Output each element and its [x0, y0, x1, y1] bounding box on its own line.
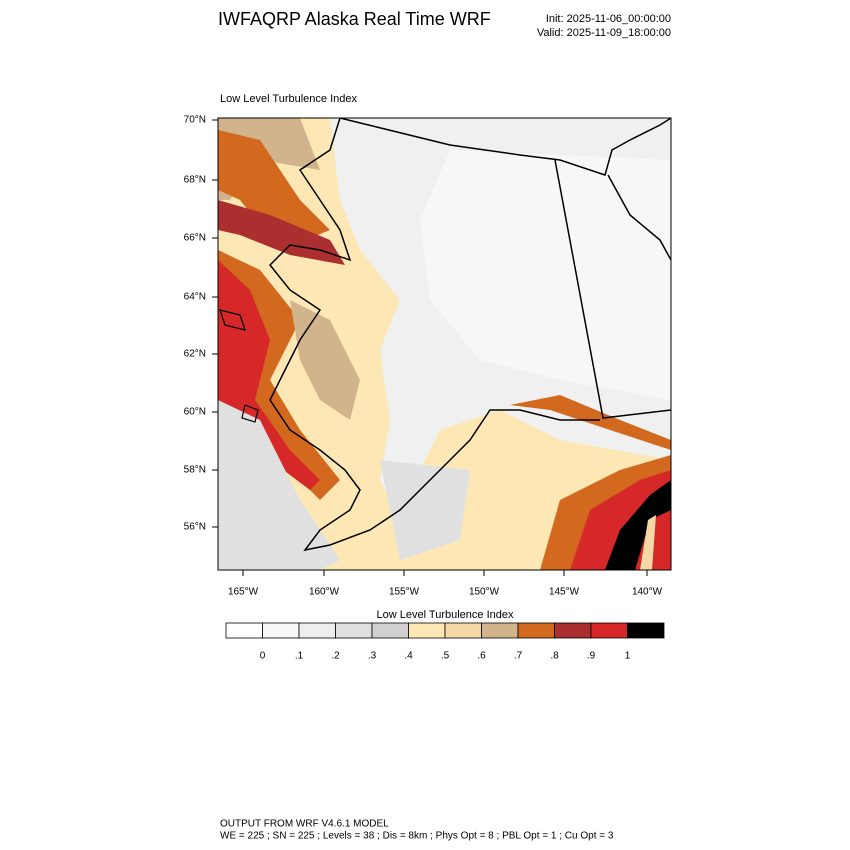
colorbar-label: .7	[514, 651, 523, 662]
lon-label: 165°W	[228, 587, 259, 598]
colorbar-box	[517, 622, 555, 639]
lat-label: 68°N	[184, 175, 206, 186]
map-title: Low Level Turbulence Index	[220, 93, 357, 105]
lon-label: 140°W	[632, 587, 663, 598]
colorbar-label: 0	[260, 651, 266, 662]
lon-label: 160°W	[309, 587, 340, 598]
title: IWFAQRP Alaska Real Time WRF	[218, 9, 491, 29]
colorbar-label: .9	[587, 651, 596, 662]
colorbar-box	[627, 622, 665, 639]
lat-label: 66°N	[184, 233, 206, 244]
colorbar-box	[262, 622, 300, 639]
colorbar-label: .2	[331, 651, 340, 662]
lat-label: 62°N	[184, 349, 206, 360]
colorbar-box	[225, 622, 263, 639]
colorbar-box	[481, 622, 519, 639]
colorbar-box	[408, 622, 446, 639]
colorbar-title: Low Level Turbulence Index	[377, 609, 514, 621]
colorbar-box	[444, 622, 482, 639]
colorbar-box	[371, 622, 409, 639]
colorbar-box	[298, 622, 336, 639]
colorbar-box	[590, 622, 628, 639]
lat-label: 64°N	[184, 292, 206, 303]
footer-line: WE = 225 ; SN = 225 ; Levels = 38 ; Dis …	[220, 831, 614, 842]
colorbar-box	[335, 622, 373, 639]
colorbar-label: .8	[550, 651, 559, 662]
colorbar-label: .6	[477, 651, 486, 662]
lon-label: 155°W	[389, 587, 420, 598]
colorbar-label: .1	[295, 651, 304, 662]
lon-label: 150°W	[469, 587, 500, 598]
lat-label: 56°N	[184, 522, 206, 533]
init-time: Init: 2025-11-06_00:00:00	[546, 13, 671, 25]
colorbar-label: .5	[441, 651, 450, 662]
colorbar-label: 1	[625, 651, 631, 662]
colorbar-label: .4	[404, 651, 413, 662]
map-field	[218, 118, 671, 570]
colorbar-box	[554, 622, 592, 639]
valid-time: Valid: 2025-11-09_18:00:00	[537, 27, 671, 39]
lat-label: 58°N	[184, 465, 206, 476]
lat-label: 70°N	[184, 115, 206, 126]
lon-label: 145°W	[549, 587, 580, 598]
map-frame	[217, 117, 672, 571]
colorbar-label: .3	[368, 651, 377, 662]
footer-line: OUTPUT FROM WRF V4.6.1 MODEL	[220, 819, 389, 830]
lat-label: 60°N	[184, 407, 206, 418]
